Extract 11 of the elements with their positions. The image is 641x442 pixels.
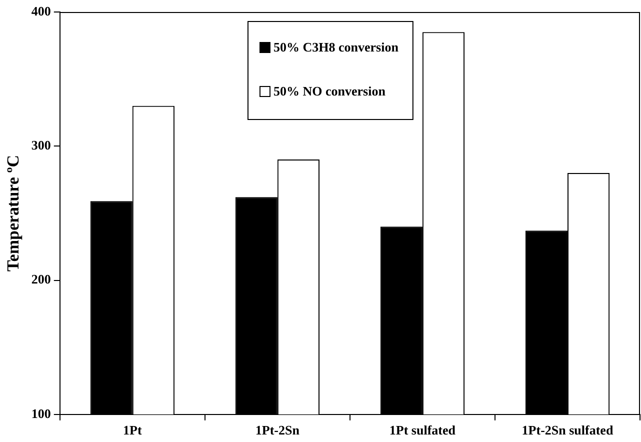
y-axis-title: Temperature ºC <box>4 154 23 272</box>
x-tick-label: 1Pt <box>123 422 142 438</box>
legend-label: 50% NO conversion <box>273 83 386 98</box>
y-tick-label: 300 <box>31 137 51 152</box>
x-tick-label: 1Pt-2Sn sulfated <box>522 422 614 438</box>
y-tick-label: 400 <box>31 3 51 18</box>
y-tick-label: 200 <box>31 272 51 287</box>
x-tick-label: 1Pt sulfated <box>389 422 456 438</box>
x-tick-label: 1Pt-2Sn <box>255 422 300 438</box>
legend-label: 50% C3H8 conversion <box>273 39 400 54</box>
y-tick-label: 100 <box>31 406 51 421</box>
